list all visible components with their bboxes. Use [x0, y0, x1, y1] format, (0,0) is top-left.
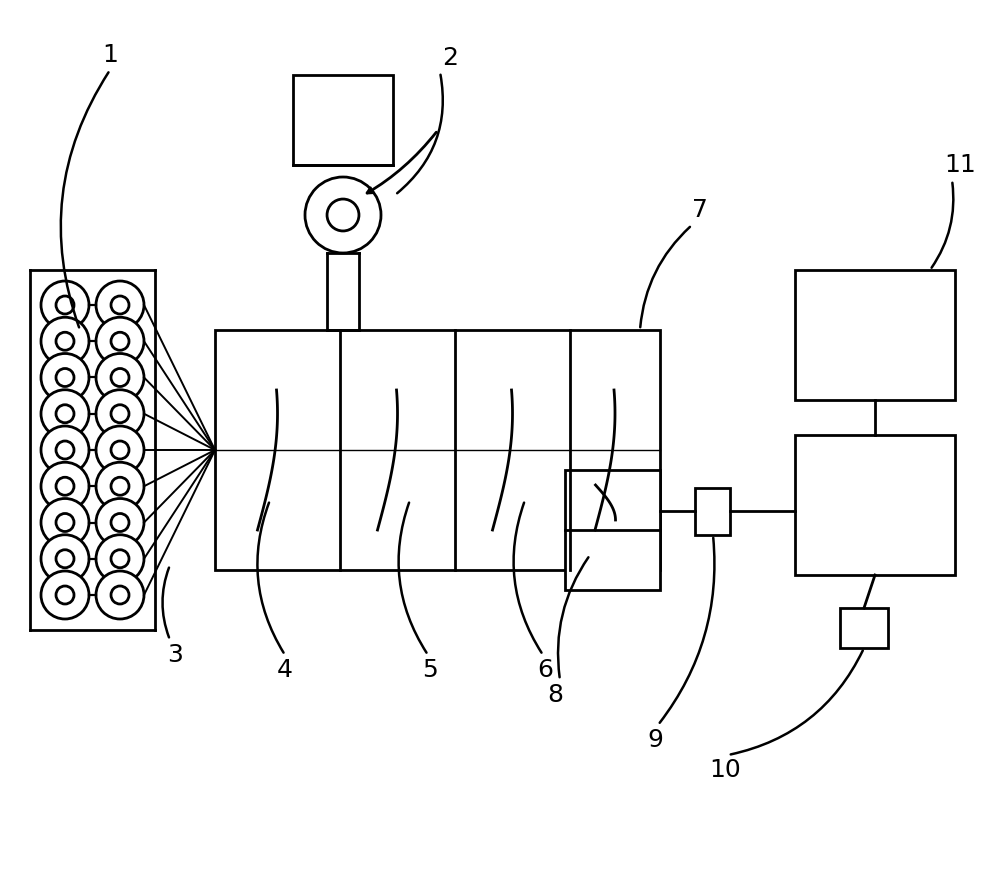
Polygon shape [795, 270, 955, 400]
Circle shape [41, 426, 89, 474]
Circle shape [96, 426, 144, 474]
Text: 11: 11 [944, 153, 976, 177]
Circle shape [56, 369, 74, 386]
Text: 10: 10 [709, 758, 741, 782]
Text: 8: 8 [547, 683, 563, 707]
Circle shape [41, 535, 89, 582]
Text: 5: 5 [422, 658, 438, 682]
Circle shape [41, 317, 89, 365]
Circle shape [96, 499, 144, 547]
Circle shape [96, 281, 144, 329]
Text: 4: 4 [277, 658, 293, 682]
Circle shape [111, 549, 129, 568]
Circle shape [41, 571, 89, 619]
Text: 1: 1 [102, 43, 118, 67]
Circle shape [56, 549, 74, 568]
Text: 7: 7 [692, 198, 708, 222]
Circle shape [56, 296, 74, 314]
Circle shape [111, 586, 129, 604]
Circle shape [111, 332, 129, 351]
Circle shape [56, 586, 74, 604]
Circle shape [56, 477, 74, 495]
Circle shape [305, 177, 381, 253]
Circle shape [56, 441, 74, 459]
Circle shape [96, 353, 144, 401]
Circle shape [56, 405, 74, 423]
Circle shape [111, 477, 129, 495]
Circle shape [327, 199, 359, 231]
Circle shape [96, 390, 144, 438]
Circle shape [56, 332, 74, 351]
Text: 2: 2 [442, 46, 458, 70]
Circle shape [111, 441, 129, 459]
Circle shape [56, 514, 74, 532]
Circle shape [111, 405, 129, 423]
Circle shape [96, 317, 144, 365]
Circle shape [41, 353, 89, 401]
Circle shape [41, 499, 89, 547]
Polygon shape [293, 75, 393, 165]
Circle shape [111, 514, 129, 532]
Circle shape [96, 535, 144, 582]
Text: 6: 6 [537, 658, 553, 682]
Circle shape [41, 390, 89, 438]
Circle shape [41, 281, 89, 329]
Polygon shape [695, 488, 730, 535]
Text: 9: 9 [647, 728, 663, 752]
Polygon shape [565, 470, 660, 590]
Polygon shape [795, 435, 955, 575]
Circle shape [96, 571, 144, 619]
Circle shape [111, 296, 129, 314]
Circle shape [41, 462, 89, 510]
Polygon shape [840, 608, 888, 648]
Polygon shape [215, 330, 660, 570]
Text: 3: 3 [167, 643, 183, 667]
Circle shape [111, 369, 129, 386]
Circle shape [96, 462, 144, 510]
